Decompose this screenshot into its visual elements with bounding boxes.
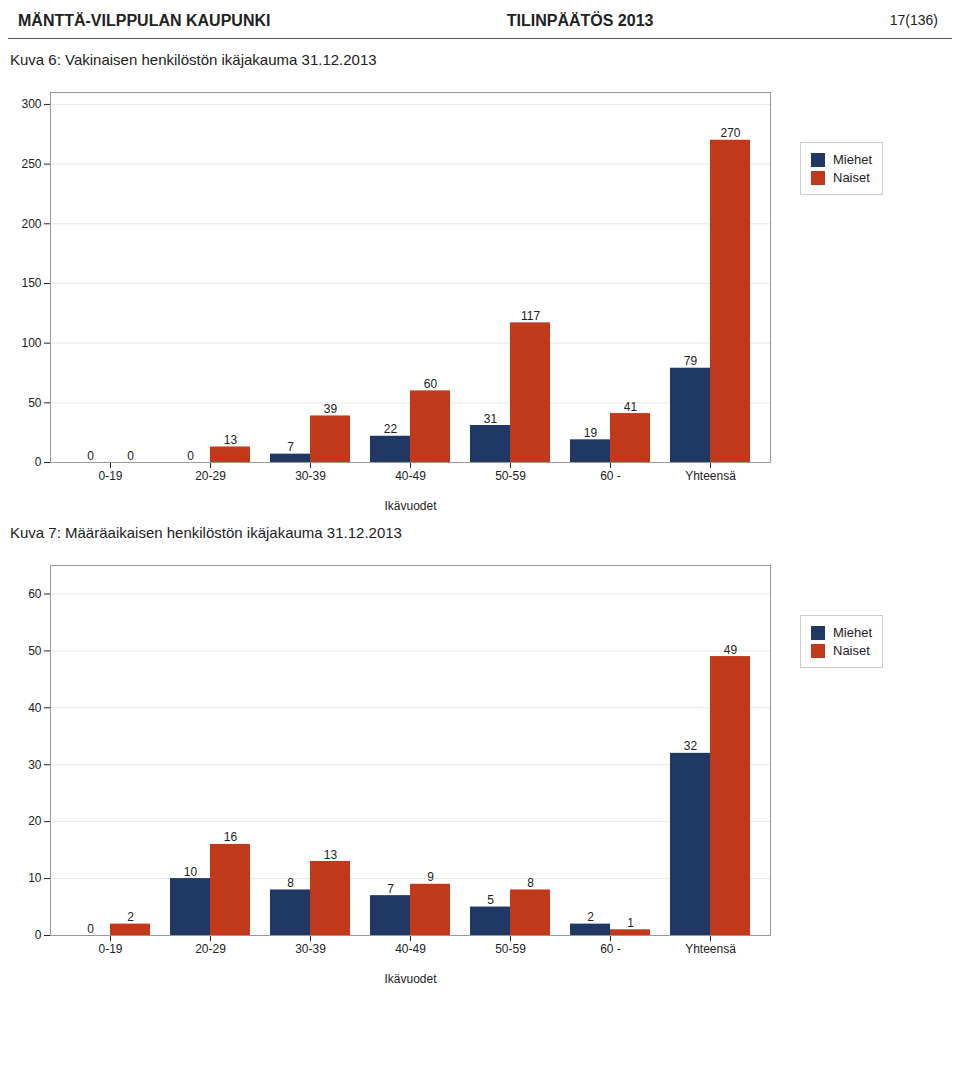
svg-text:49: 49 — [724, 643, 738, 657]
svg-text:100: 100 — [21, 336, 41, 350]
svg-text:5: 5 — [487, 893, 494, 907]
svg-text:Yhteensä: Yhteensä — [685, 942, 736, 956]
svg-text:32: 32 — [684, 739, 698, 753]
html-text:TILINPÄÄTÖS 2013: TILINPÄÄTÖS 2013 — [506, 12, 654, 29]
svg-text:200: 200 — [21, 217, 41, 231]
svg-text:60 -: 60 - — [600, 469, 621, 483]
svg-text:22: 22 — [384, 422, 398, 436]
svg-text:7: 7 — [287, 440, 294, 454]
svg-text:16: 16 — [224, 830, 238, 844]
svg-text:10: 10 — [184, 865, 198, 879]
svg-text:50: 50 — [28, 644, 42, 658]
svg-text:50-59: 50-59 — [495, 469, 526, 483]
svg-text:20: 20 — [28, 814, 42, 828]
svg-text:0: 0 — [187, 449, 194, 463]
svg-text:50: 50 — [28, 396, 42, 410]
html-text:Kuva 6: Vakinaisen henkilöstön: Kuva 6: Vakinaisen henkilöstön ikäjakaum… — [10, 51, 377, 68]
svg-text:41: 41 — [624, 400, 638, 414]
svg-text:60 -: 60 - — [600, 942, 621, 956]
svg-text:8: 8 — [527, 876, 534, 890]
svg-text:0: 0 — [35, 928, 42, 942]
svg-text:300: 300 — [21, 97, 41, 111]
svg-text:30: 30 — [28, 758, 42, 772]
svg-text:1: 1 — [627, 916, 634, 930]
svg-text:Ikävuodet: Ikävuodet — [384, 499, 437, 513]
html-text:Naiset: Naiset — [833, 170, 870, 185]
html-text:Miehet: Miehet — [833, 152, 872, 167]
svg-text:270: 270 — [720, 126, 740, 140]
svg-text:250: 250 — [21, 157, 41, 171]
svg-text:0-19: 0-19 — [98, 469, 122, 483]
svg-text:0: 0 — [127, 449, 134, 463]
svg-text:0: 0 — [87, 922, 94, 936]
svg-text:13: 13 — [324, 848, 338, 862]
svg-text:0-19: 0-19 — [98, 942, 122, 956]
svg-text:Yhteensä: Yhteensä — [685, 469, 736, 483]
html-text:MÄNTTÄ-VILPPULAN KAUPUNKI: MÄNTTÄ-VILPPULAN KAUPUNKI — [18, 12, 271, 29]
svg-text:Ikävuodet: Ikävuodet — [384, 972, 437, 986]
svg-text:31: 31 — [484, 412, 498, 426]
svg-text:7: 7 — [387, 882, 394, 896]
svg-text:60: 60 — [424, 377, 438, 391]
svg-text:30-39: 30-39 — [295, 942, 326, 956]
html-text:Naiset: Naiset — [833, 643, 870, 658]
svg-text:40: 40 — [28, 701, 42, 715]
svg-text:8: 8 — [287, 876, 294, 890]
svg-text:9: 9 — [427, 870, 434, 884]
svg-text:40-49: 40-49 — [395, 942, 426, 956]
html-text:Kuva 7: Määräaikaisen henkilös: Kuva 7: Määräaikaisen henkilöstön ikäjak… — [10, 524, 402, 541]
svg-text:60: 60 — [28, 587, 42, 601]
svg-text:79: 79 — [684, 354, 698, 368]
svg-text:117: 117 — [521, 309, 540, 323]
svg-text:20-29: 20-29 — [195, 469, 226, 483]
svg-text:50-59: 50-59 — [495, 942, 526, 956]
html-text:Miehet: Miehet — [833, 625, 872, 640]
html-text:17(136): 17(136) — [889, 12, 938, 28]
svg-text:39: 39 — [324, 402, 338, 416]
svg-text:13: 13 — [224, 433, 238, 447]
svg-text:0: 0 — [35, 455, 42, 469]
svg-text:20-29: 20-29 — [195, 942, 226, 956]
svg-text:150: 150 — [21, 276, 41, 290]
svg-text:2: 2 — [127, 910, 134, 924]
svg-text:30-39: 30-39 — [295, 469, 326, 483]
svg-text:19: 19 — [584, 426, 598, 440]
svg-text:2: 2 — [587, 910, 594, 924]
svg-text:0: 0 — [87, 449, 94, 463]
svg-text:40-49: 40-49 — [395, 469, 426, 483]
svg-text:10: 10 — [28, 871, 42, 885]
